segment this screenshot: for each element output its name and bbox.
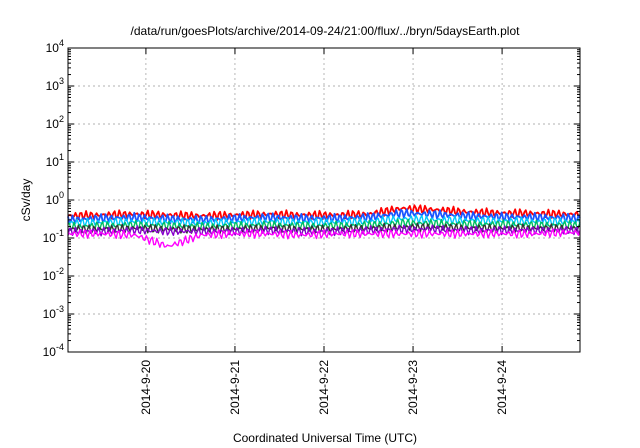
y-tick-label: 10-1	[43, 228, 64, 245]
x-tick-label: 2014-9-22	[317, 360, 331, 415]
y-tick-label: 10-4	[43, 342, 64, 359]
x-tick-labels: 2014-9-20 2014-9-21 2014-9-22 2014-9-23 2014…	[139, 360, 509, 415]
y-tick-label: 10-3	[43, 304, 64, 321]
chart-title: /data/run/goesPlots/archive/2014-09-24/2…	[131, 24, 521, 38]
y-axis-label: cSv/day	[19, 179, 33, 222]
y-tick-label: 10-2	[43, 266, 64, 283]
x-tick-label: 2014-9-21	[228, 360, 242, 415]
y-tick-label: 102	[46, 114, 64, 131]
y-tick-label: 100	[46, 190, 64, 207]
x-tick-label: 2014-9-24	[495, 360, 509, 415]
y-tick-label: 103	[46, 76, 64, 93]
series-line-6	[67, 224, 581, 237]
series-line-7	[67, 227, 581, 249]
grid	[68, 48, 580, 352]
y-tick-label: 104	[46, 38, 64, 55]
y-tick-labels: 10-4 10-3 10-2 10-1 100 101 102 103 104	[43, 38, 64, 359]
x-axis-label: Coordinated Universal Time (UTC)	[233, 431, 417, 445]
x-tick-label: 2014-9-23	[406, 360, 420, 415]
series-group	[67, 204, 581, 249]
ticks	[68, 47, 580, 353]
x-tick-label: 2014-9-20	[139, 360, 153, 415]
y-tick-label: 101	[46, 152, 64, 169]
